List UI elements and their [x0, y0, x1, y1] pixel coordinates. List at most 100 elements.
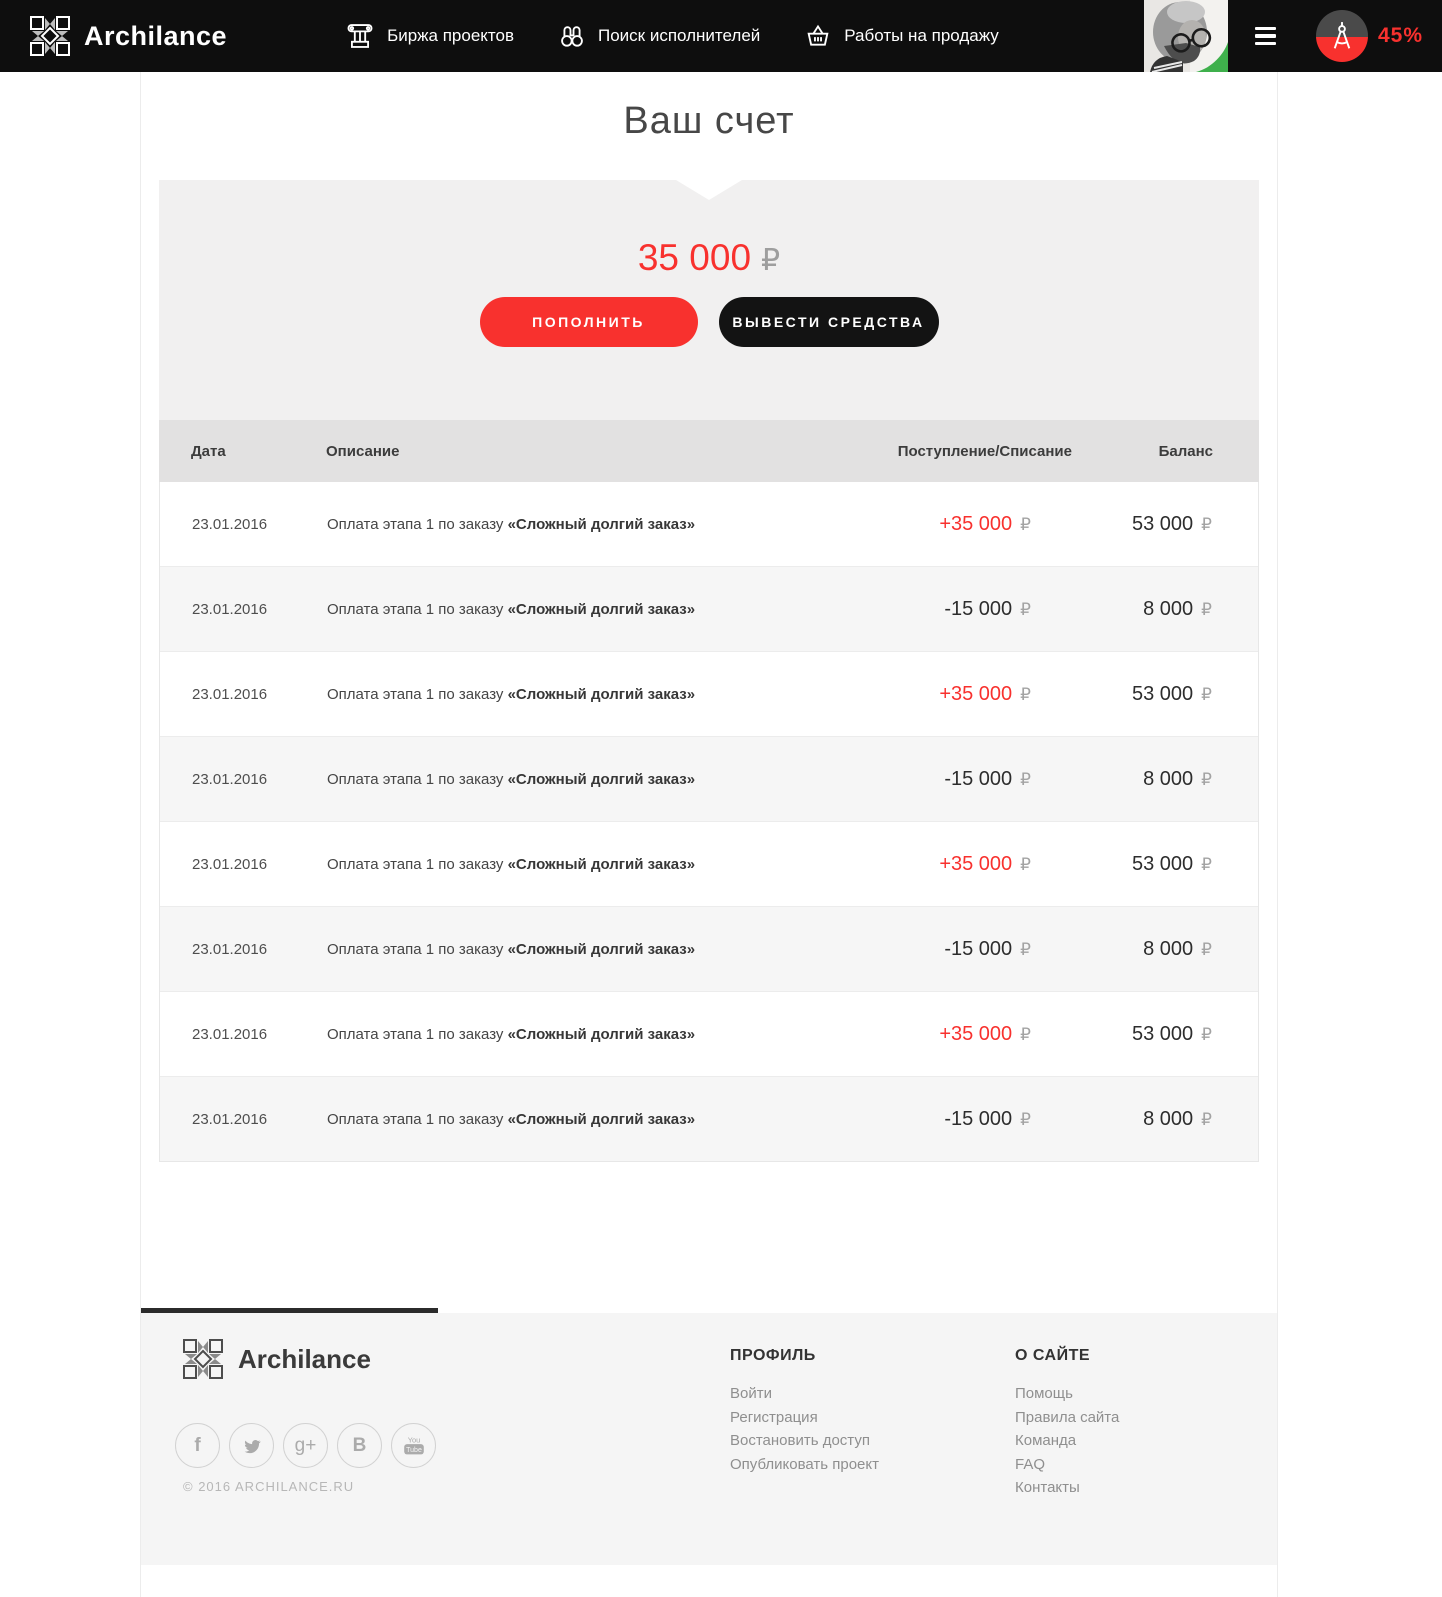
brand-name: Archilance: [84, 20, 228, 51]
balance-display: 35 000 ₽: [159, 180, 1259, 281]
top-navigation-bar: Archilance Биржа проектов: [0, 0, 1442, 72]
cell-date: 23.01.2016: [192, 770, 268, 788]
cell-balance: 53 000 ₽: [1132, 512, 1212, 535]
transactions-table: 23.01.2016 Оплата этапа 1 по заказу «Сло…: [159, 482, 1259, 1162]
nav-item-project-exchange[interactable]: Биржа проектов: [345, 21, 514, 51]
cell-description: Оплата этапа 1 по заказу «Сложный долгий…: [327, 1110, 696, 1128]
cell-balance: 8 000 ₽: [1143, 767, 1212, 790]
balance-panel: 35 000 ₽ ПОПОЛНИТЬ ВЫВЕСТИ СРЕДСТВА: [159, 180, 1259, 420]
page-title: Ваш счет: [623, 100, 795, 142]
cell-date: 23.01.2016: [192, 1110, 268, 1128]
cell-balance: 53 000 ₽: [1132, 1022, 1212, 1045]
balance-actions: ПОПОЛНИТЬ ВЫВЕСТИ СРЕДСТВА: [159, 297, 1259, 347]
footer-link[interactable]: Опубликовать проект: [730, 1455, 879, 1473]
nav-item-find-performers[interactable]: Поиск исполнителей: [558, 22, 760, 50]
table-row: 23.01.2016 Оплата этапа 1 по заказу «Сло…: [160, 906, 1258, 991]
google-plus-icon[interactable]: g+: [283, 1423, 328, 1468]
main-nav: Биржа проектов Поиск исполнителей: [345, 0, 999, 72]
cell-balance: 53 000 ₽: [1132, 682, 1212, 705]
col-header-balance: Баланс: [1158, 442, 1213, 460]
cell-amount: +35 000 ₽: [939, 682, 1031, 705]
cell-balance: 53 000 ₽: [1132, 852, 1212, 875]
cell-amount: +35 000 ₽: [939, 852, 1031, 875]
footer-link[interactable]: Контакты: [1015, 1479, 1080, 1496]
footer: Archilance f g+ B You Tube: [141, 1308, 1277, 1565]
cell-date: 23.01.2016: [192, 1025, 268, 1043]
cell-amount: -15 000 ₽: [944, 937, 1031, 960]
cell-description: Оплата этапа 1 по заказу «Сложный долгий…: [327, 600, 696, 618]
footer-link[interactable]: Войти: [730, 1385, 772, 1402]
cell-amount: +35 000 ₽: [939, 512, 1031, 535]
nav-label: Биржа проектов: [387, 26, 514, 45]
footer-link[interactable]: Помощь: [1015, 1385, 1073, 1402]
table-row: 23.01.2016 Оплата этапа 1 по заказу «Сло…: [160, 566, 1258, 651]
table-row: 23.01.2016 Оплата этапа 1 по заказу «Сло…: [160, 482, 1258, 566]
cell-description: Оплата этапа 1 по заказу «Сложный долгий…: [327, 515, 696, 533]
footer-link[interactable]: Правила сайта: [1015, 1408, 1120, 1426]
archilance-logo-icon: [183, 1339, 223, 1379]
footer-link[interactable]: Регистрация: [730, 1408, 818, 1426]
youtube-icon[interactable]: You Tube: [391, 1423, 436, 1468]
svg-text:Tube: Tube: [406, 1447, 422, 1454]
cell-description: Оплата этапа 1 по заказу «Сложный долгий…: [327, 685, 696, 703]
compass-icon: [1329, 21, 1355, 51]
brand-home-link[interactable]: Archilance: [0, 0, 227, 72]
binoculars-icon: [558, 22, 586, 50]
cell-description: Оплата этапа 1 по заказу «Сложный долгий…: [327, 770, 696, 788]
cell-balance: 8 000 ₽: [1143, 937, 1212, 960]
footer-column-title: ПРОФИЛЬ: [730, 1347, 816, 1364]
withdraw-button[interactable]: ВЫВЕСТИ СРЕДСТВА: [718, 297, 939, 347]
nav-label: Работы на продажу: [844, 26, 999, 45]
table-row: 23.01.2016 Оплата этапа 1 по заказу «Сло…: [160, 1076, 1258, 1161]
table-header: Дата Описание Поступление/Списание Балан…: [159, 420, 1259, 482]
user-avatar[interactable]: [1143, 0, 1228, 72]
footer-column-about: О САЙТЕ Помощь Правила сайта Команда FAQ Кон…: [1015, 1347, 1119, 1500]
col-header-description: Описание: [326, 442, 400, 460]
cell-amount: -15 000 ₽: [944, 597, 1031, 620]
footer-link[interactable]: Востановить доступ: [730, 1432, 870, 1449]
topup-button[interactable]: ПОПОЛНИТЬ: [479, 297, 698, 347]
basket-icon: [804, 22, 832, 50]
ruble-sign: ₽: [761, 244, 781, 277]
social-links: f g+ B You Tube: [175, 1423, 436, 1468]
cell-description: Оплата этапа 1 по заказу «Сложный долгий…: [327, 855, 696, 873]
table-row: 23.01.2016 Оплата этапа 1 по заказу «Сло…: [160, 821, 1258, 906]
cell-balance: 8 000 ₽: [1143, 597, 1212, 620]
cell-date: 23.01.2016: [192, 685, 268, 703]
cell-date: 23.01.2016: [192, 940, 268, 958]
behance-icon[interactable]: B: [337, 1423, 382, 1468]
cell-description: Оплата этапа 1 по заказу «Сложный долгий…: [327, 940, 696, 958]
panel-notch: [676, 180, 742, 200]
cell-date: 23.01.2016: [192, 515, 268, 533]
nav-item-works-for-sale[interactable]: Работы на продажу: [804, 22, 999, 50]
col-header-flow: Поступление/Списание: [897, 442, 1072, 460]
footer-link[interactable]: FAQ: [1015, 1455, 1046, 1473]
cell-amount: +35 000 ₽: [939, 1022, 1031, 1045]
facebook-icon[interactable]: f: [175, 1423, 220, 1468]
copyright: © 2016 ARCHILANCE.RU: [183, 1479, 355, 1494]
cell-amount: -15 000 ₽: [944, 1107, 1031, 1130]
footer-link[interactable]: Команда: [1015, 1432, 1077, 1449]
column-icon: [345, 21, 375, 51]
footer-column-profile: ПРОФИЛЬ Войти Регистрация Востановить дост…: [730, 1347, 879, 1476]
cell-amount: -15 000 ₽: [944, 767, 1031, 790]
footer-brand-name: Archilance: [238, 1343, 371, 1374]
svg-text:You: You: [407, 1435, 420, 1444]
footer-brand-link[interactable]: Archilance: [183, 1339, 371, 1379]
header-right-group: 45%: [1143, 0, 1442, 72]
account-panel: 35 000 ₽ ПОПОЛНИТЬ ВЫВЕСТИ СРЕДСТВА Дата …: [159, 180, 1259, 1162]
cell-description: Оплата этапа 1 по заказу «Сложный долгий…: [327, 1025, 696, 1043]
hamburger-menu-icon[interactable]: [1254, 26, 1276, 46]
table-row: 23.01.2016 Оплата этапа 1 по заказу «Сло…: [160, 651, 1258, 736]
col-header-date: Дата: [191, 442, 226, 460]
nav-label: Поиск исполнителей: [598, 26, 761, 45]
archilance-logo-icon: [30, 16, 70, 56]
content-card: Ваш счет 35 000 ₽ ПОПОЛНИТЬ ВЫВЕСТИ СРЕДС…: [140, 72, 1278, 1597]
cell-date: 23.01.2016: [192, 855, 268, 873]
table-row: 23.01.2016 Оплата этапа 1 по заказу «Сло…: [160, 991, 1258, 1076]
table-row: 23.01.2016 Оплата этапа 1 по заказу «Сло…: [160, 736, 1258, 821]
twitter-icon[interactable]: [229, 1423, 274, 1468]
footer-column-title: О САЙТЕ: [1015, 1347, 1091, 1364]
progress-percwhile-label: 45%: [1377, 24, 1423, 47]
profile-progress-badge[interactable]: [1315, 10, 1368, 62]
